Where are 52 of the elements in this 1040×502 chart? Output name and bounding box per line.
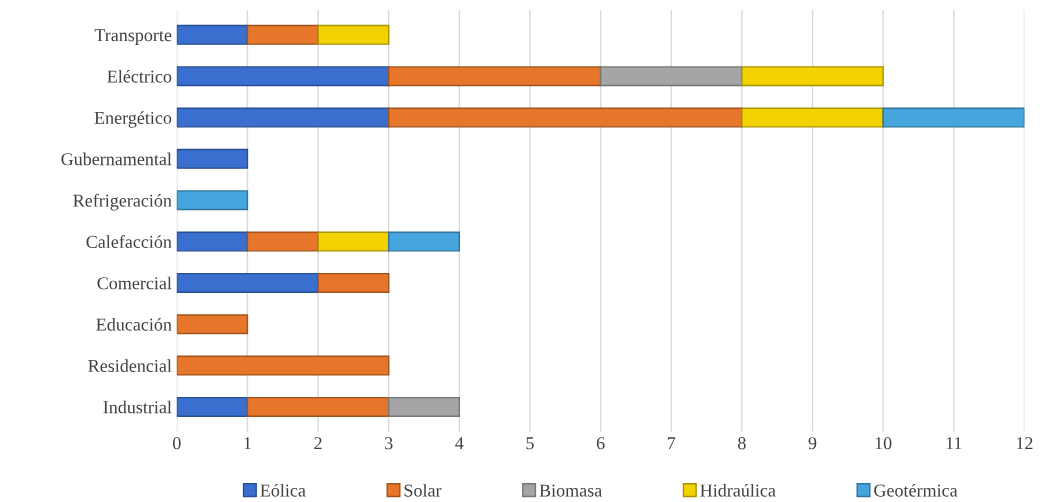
x-tick-label: 2	[314, 437, 322, 450]
bar	[741, 107, 884, 128]
y-tick-label: Eléctrico	[107, 69, 172, 83]
x-tick-label: 6	[596, 437, 605, 450]
bar	[882, 107, 1025, 128]
y-tick-label: Transporte	[94, 29, 172, 45]
y-tick-label: Educación	[96, 317, 172, 331]
x-tick-label: 1	[244, 437, 251, 450]
x-tick-label: 8	[738, 437, 746, 450]
bar	[176, 314, 249, 335]
x-tick-label: 7	[667, 437, 676, 450]
legend-label: Eólica	[260, 483, 306, 497]
x-tick-label: 11	[946, 437, 962, 450]
y-tick-label: Gubernamental	[61, 152, 172, 166]
y-tick-label: Residencial	[88, 359, 172, 373]
bar	[317, 24, 390, 45]
bar	[388, 66, 602, 87]
bar	[246, 396, 390, 417]
bar	[741, 66, 884, 87]
bar	[388, 107, 743, 128]
bar	[176, 24, 249, 45]
x-tick-label: 9	[808, 437, 817, 450]
legend-label: Biomasa	[539, 484, 602, 497]
x-tick-label: 3	[385, 437, 393, 450]
bar	[176, 396, 249, 417]
bar	[388, 396, 461, 417]
legend-label: Geotérmica	[874, 483, 958, 497]
x-tick-label: 0	[172, 437, 181, 450]
bar	[176, 272, 319, 293]
bar	[317, 272, 390, 293]
bar	[176, 190, 249, 211]
bar	[176, 66, 390, 87]
bar	[176, 355, 390, 376]
y-tick-label: Calefacción	[86, 235, 172, 248]
bar	[317, 231, 390, 252]
legend-label: Hidraúlica	[700, 483, 776, 497]
y-tick-label: Industrial	[103, 400, 172, 414]
bar	[599, 66, 743, 87]
x-tick-label: 12	[1016, 437, 1033, 450]
x-tick-label: 4	[455, 437, 464, 450]
bar	[176, 148, 249, 169]
x-tick-label: 5	[526, 437, 534, 450]
x-tick-label: 10	[875, 437, 892, 450]
bar	[246, 24, 319, 45]
y-tick-label: Refrigeración	[73, 193, 172, 211]
bar	[176, 231, 249, 252]
legend-label: Solar	[404, 483, 442, 497]
y-tick-label: Energético	[94, 111, 172, 128]
bar	[388, 231, 461, 252]
y-tick-label: Comercial	[97, 276, 172, 290]
bar	[176, 107, 390, 128]
bar	[246, 231, 319, 252]
